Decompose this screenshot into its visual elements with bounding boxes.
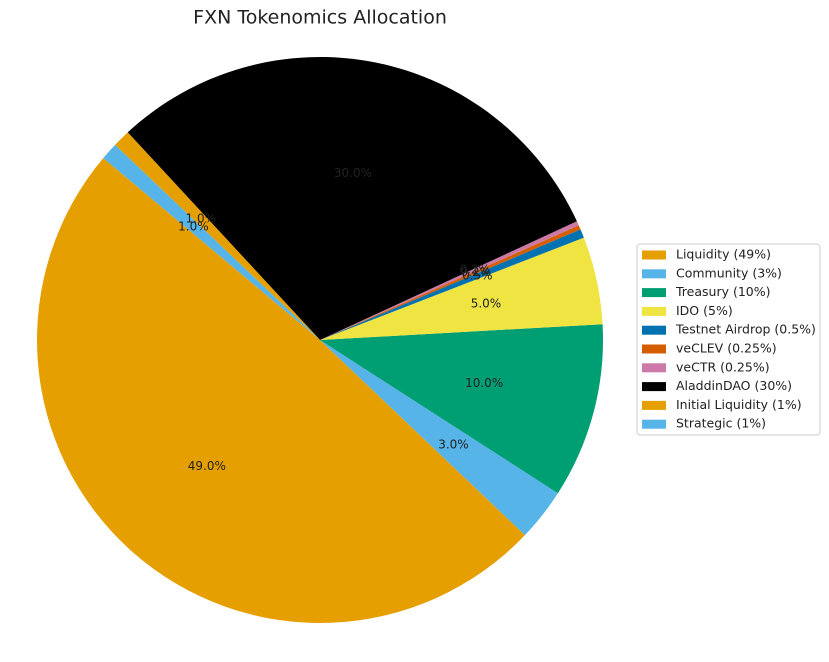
slice-label: 0.2% xyxy=(459,262,490,276)
pie-slice xyxy=(103,144,321,340)
pie-slice xyxy=(115,132,321,340)
legend-label: Liquidity (49%) xyxy=(676,247,771,262)
legend-swatch xyxy=(642,269,666,279)
legend-label: veCLEV (0.25%) xyxy=(676,341,777,356)
legend-label: veCTR (0.25%) xyxy=(676,359,770,374)
slice-label: 5.0% xyxy=(471,297,502,311)
slice-label: 1.0% xyxy=(186,212,217,226)
pie-slice xyxy=(320,221,579,340)
legend-label: AladdinDAO (30%) xyxy=(676,378,792,393)
pie-slice xyxy=(320,237,603,340)
legend-swatch xyxy=(642,250,666,260)
legend-label: Treasury (10%) xyxy=(675,284,771,299)
legend-label: IDO (5%) xyxy=(676,303,733,318)
legend-swatch xyxy=(642,363,666,373)
slice-label: 30.0% xyxy=(334,166,372,180)
pie-slice xyxy=(320,324,603,494)
pie-slice xyxy=(37,158,525,623)
pie-slice xyxy=(320,225,581,340)
pie-slice xyxy=(320,340,558,536)
legend-swatch xyxy=(642,306,666,316)
slice-label: 0.5% xyxy=(462,269,493,283)
slice-label: 3.0% xyxy=(438,438,469,452)
slice-label: 1.0% xyxy=(178,219,209,233)
legend-label: Initial Liquidity (1%) xyxy=(676,397,802,412)
legend-swatch xyxy=(642,400,666,410)
slice-label: 10.0% xyxy=(465,376,503,390)
legend-swatch xyxy=(642,344,666,354)
legend-swatch xyxy=(642,325,666,335)
legend-box xyxy=(636,243,821,436)
pie-slice xyxy=(320,229,584,340)
slice-label: 49.0% xyxy=(188,459,226,473)
legend-label: Strategic (1%) xyxy=(676,416,766,431)
legend-swatch xyxy=(642,419,666,429)
pie-slice xyxy=(127,57,577,341)
legend-swatch xyxy=(642,382,666,392)
legend-label: Community (3%) xyxy=(676,265,782,280)
legend-label: Testnet Airdrop (0.5%) xyxy=(675,322,816,337)
slice-label: 0.2% xyxy=(461,265,492,279)
chart-title: FXN Tokenomics Allocation xyxy=(193,7,447,29)
legend-swatch xyxy=(642,288,666,298)
